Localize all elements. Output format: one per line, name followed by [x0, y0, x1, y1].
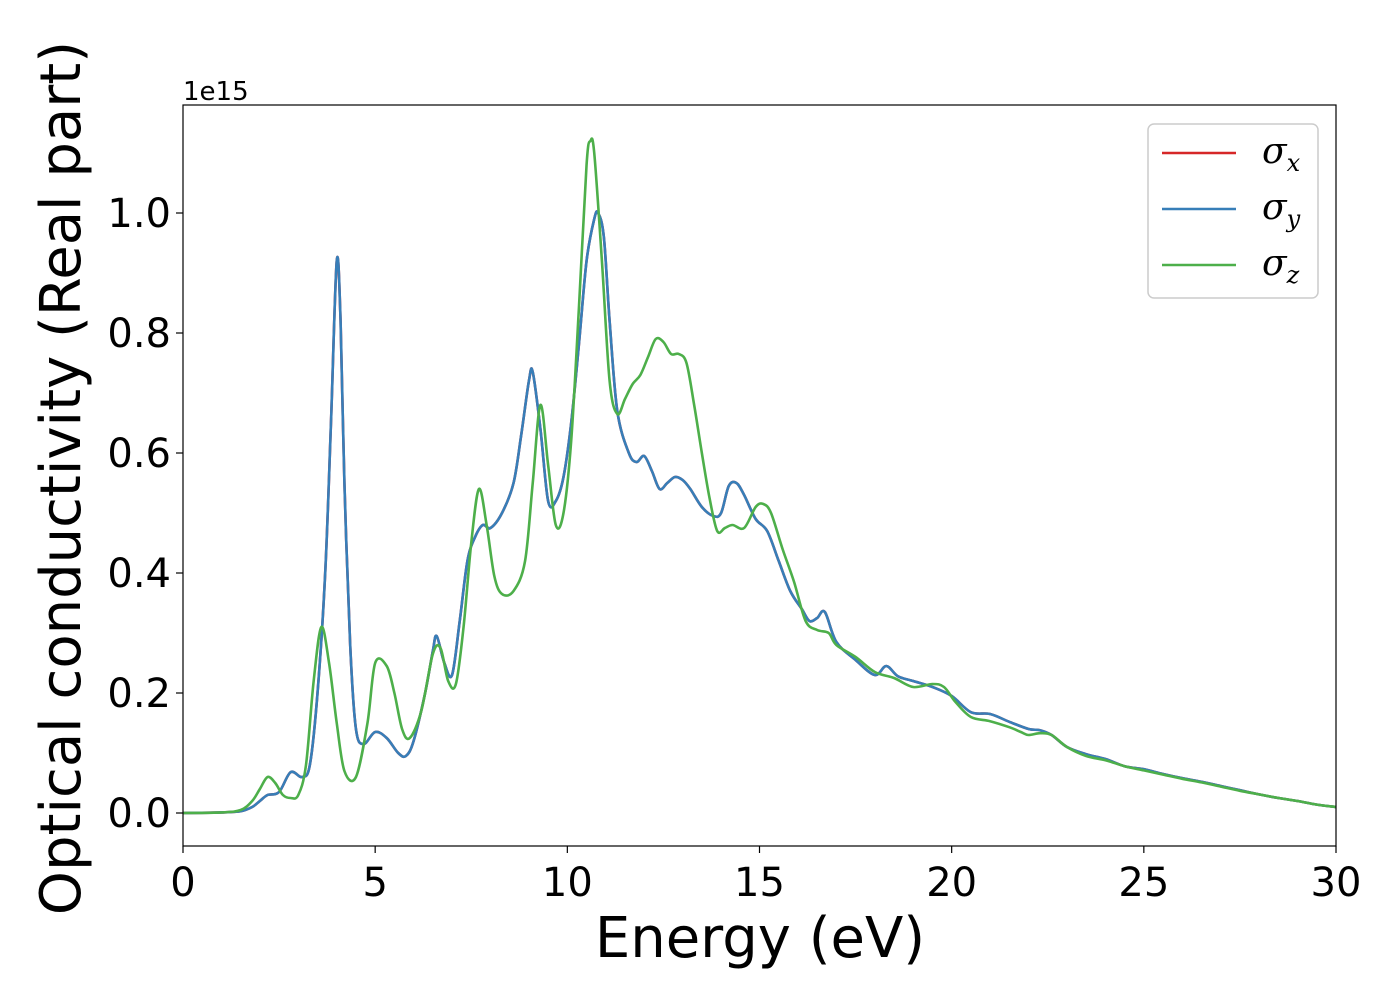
y-tick-label: 0.8	[107, 311, 171, 357]
x-tick-label: 30	[1311, 860, 1362, 906]
series-line-sigma-z	[183, 137, 1336, 815]
x-tick-label: 10	[542, 860, 593, 906]
x-tick-label: 20	[926, 860, 977, 906]
x-tick-label: 25	[1118, 860, 1169, 906]
x-axis-ticks: 0 5 10 15 20 25 30	[170, 846, 1361, 906]
y-tick-label: 0.6	[107, 431, 171, 477]
series-layer	[183, 137, 1336, 815]
y-axis-ticks: 0.0 0.2 0.4 0.6 0.8 1.0	[107, 191, 183, 837]
y-axis-title: Optical conductivity (Real part)	[29, 41, 94, 915]
x-tick-label: 5	[362, 860, 387, 906]
series-line-sigma-y	[183, 210, 1336, 815]
y-axis-offset-text: 1e15	[183, 77, 249, 107]
y-tick-label: 0.2	[107, 671, 171, 717]
x-tick-label: 0	[170, 860, 195, 906]
x-tick-label: 15	[734, 860, 785, 906]
legend-box	[1147, 123, 1319, 299]
y-tick-label: 1.0	[107, 191, 171, 237]
x-axis-title: Energy (eV)	[595, 906, 925, 971]
y-tick-label: 0.4	[107, 551, 171, 597]
y-tick-label: 0.0	[107, 791, 171, 837]
